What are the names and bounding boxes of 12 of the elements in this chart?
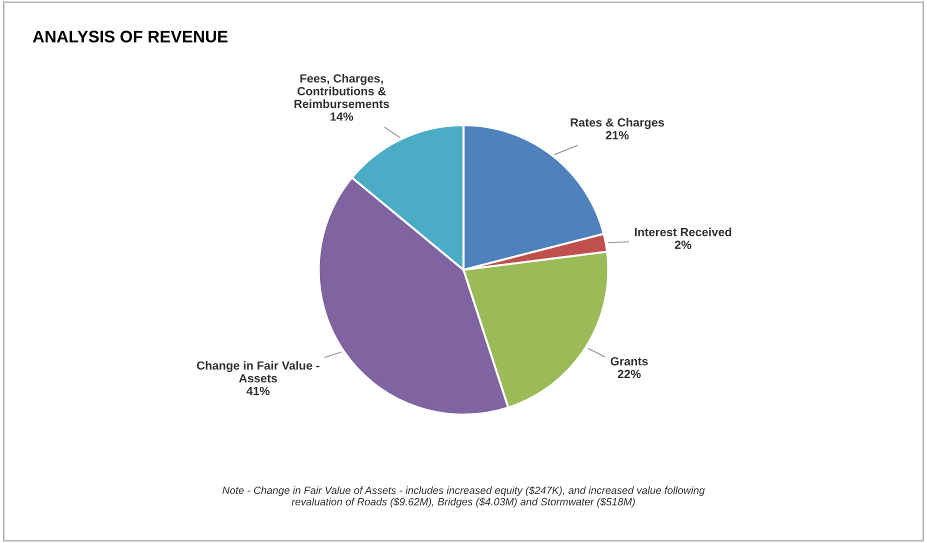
text: Note - Change in Fair Value of Assets - includes increased equity ($247K), and increased value following revaluation of Roads ($9.62M), Bridges ($4.03M) and Stormwater ($518M) [222,486,705,508]
slice-label: Fees, Charges, Contributions & Reimbursements [294,74,390,108]
chart-title: ANALYSIS OF REVENUE [32,30,228,42]
data-label: 2% [674,240,692,249]
slice-label: Rates & Charges [570,118,664,130]
data-label: 14% [330,112,354,121]
slice-label: Interest Received [634,228,732,236]
data-label: 41% [246,386,270,396]
data-label: 22% [618,370,641,378]
slice-label: Grants [610,357,648,366]
slice-label: Change in Fair Value - Assets [196,361,320,382]
data-label: 21% [606,131,629,140]
